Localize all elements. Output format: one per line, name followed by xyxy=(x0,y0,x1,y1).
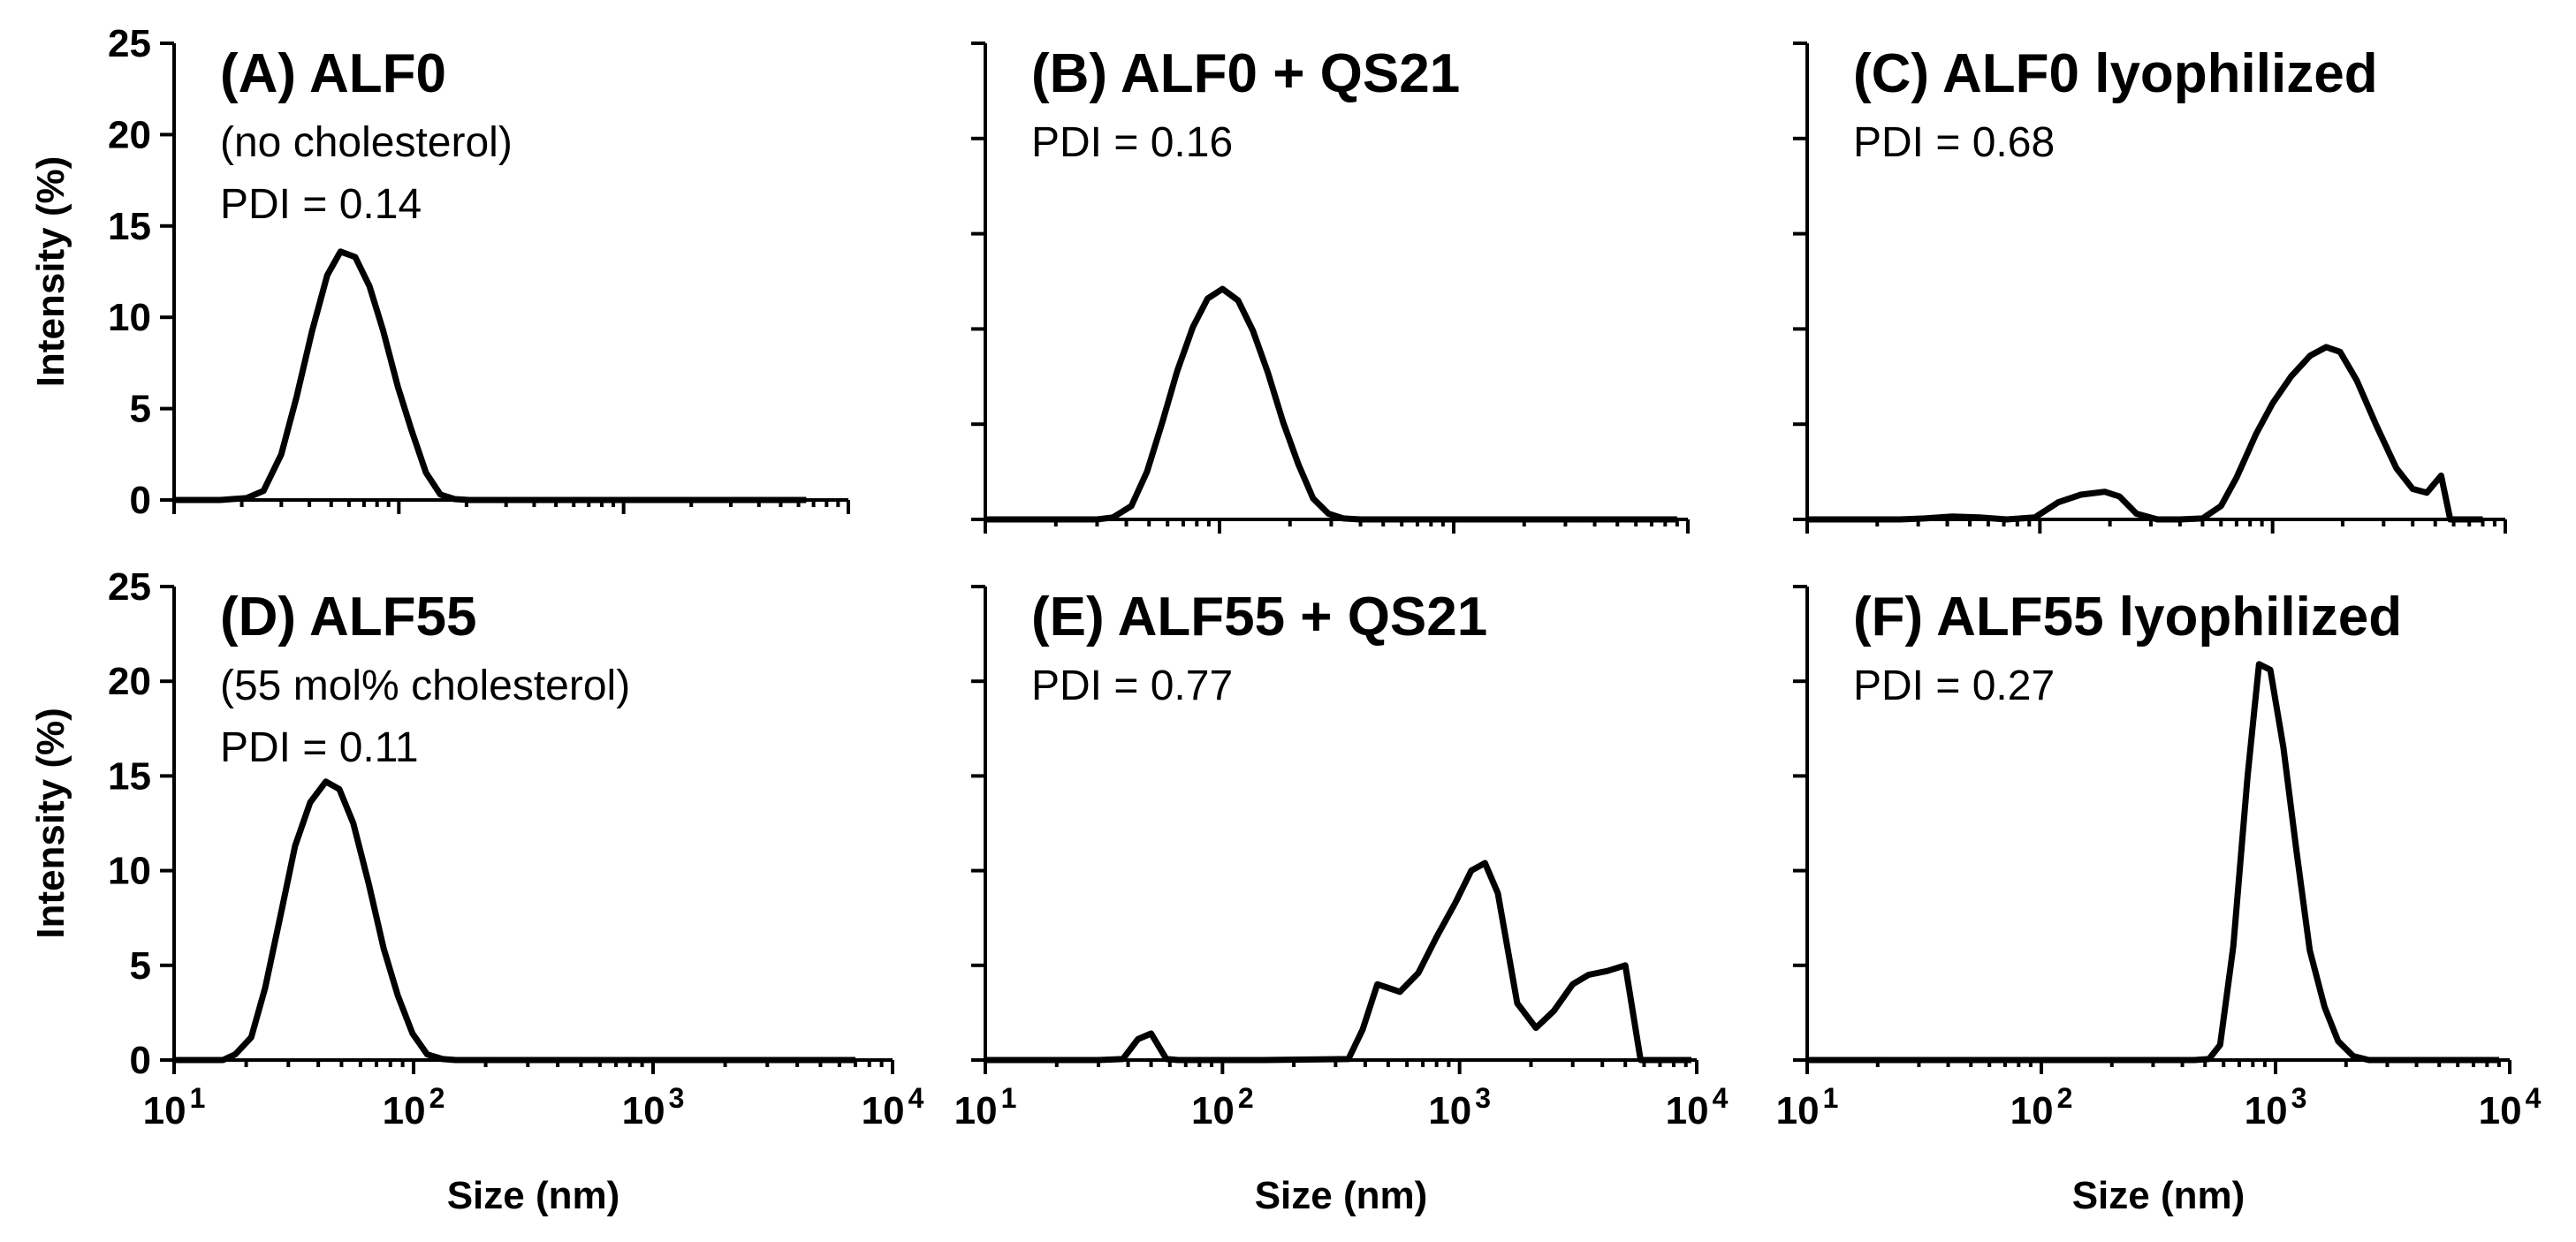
x-tick-label: 10 3 xyxy=(2245,1082,2307,1132)
panel-title: (D) ALF55 xyxy=(220,587,476,648)
panel-title: (B) ALF0 + QS21 xyxy=(1031,43,1460,104)
x-tick-label: 10 2 xyxy=(1191,1082,1254,1132)
series-line-e xyxy=(985,860,1691,1064)
y-tick-label: 20 xyxy=(108,660,151,703)
x-axis-title: Size (nm) xyxy=(1255,1174,1428,1217)
x-tick-label: 10 4 xyxy=(862,1082,924,1132)
y-axis-title: Intensity (%) xyxy=(29,156,72,388)
panel-annotation: PDI = 0.11 xyxy=(220,724,419,771)
y-tick-label: 10 xyxy=(108,296,151,339)
panel-annotation: PDI = 0.27 xyxy=(1853,663,2055,709)
x-tick-label: 10 1 xyxy=(954,1082,1017,1132)
y-tick-label: 5 xyxy=(130,388,151,431)
panel-title: (A) ALF0 xyxy=(220,43,446,104)
series-line-f xyxy=(1807,661,2499,1064)
x-tick-label: 10 2 xyxy=(383,1082,445,1132)
x-axis-title: Size (nm) xyxy=(2072,1174,2245,1217)
panel-f: 10 1 10 2 10 3 10 4 (F) ALF55 lyophilized PDI = 0… xyxy=(1776,585,2542,1217)
x-tick-label: 10 3 xyxy=(1428,1082,1491,1132)
panel-title: (E) ALF55 + QS21 xyxy=(1031,587,1487,648)
y-tick-label: 25 xyxy=(108,22,151,65)
y-tick-label: 15 xyxy=(108,205,151,248)
y-tick-label: 5 xyxy=(130,944,151,988)
series-line-d xyxy=(174,778,855,1064)
panel-annotation: PDI = 0.68 xyxy=(1853,119,2055,166)
series-line-c xyxy=(1807,344,2483,523)
panel-b: (B) ALF0 + QS21 PDI = 0.16 xyxy=(971,42,1690,534)
series-line-b xyxy=(985,285,1677,523)
panel-annotation: PDI = 0.77 xyxy=(1031,663,1233,709)
panel-e: 10 1 10 2 10 3 10 4 (E) ALF55 + QS21 PDI = 0.77 Si… xyxy=(954,585,1729,1217)
panel-d: 0 5 10 15 20 25 10 1 10 2 10 3 10 4 (D) ALF55 (55 mol% … xyxy=(29,565,924,1217)
y-axis-title: Intensity (%) xyxy=(29,708,72,939)
x-tick-label: 10 2 xyxy=(2010,1082,2073,1132)
panel-annotation: PDI = 0.16 xyxy=(1031,119,1233,166)
x-tick-label: 10 1 xyxy=(143,1082,206,1132)
x-axis-title: Size (nm) xyxy=(447,1174,620,1217)
panel-c: (C) ALF0 lyophilized PDI = 0.68 xyxy=(1793,42,2507,534)
y-tick-label: 15 xyxy=(108,754,151,798)
y-tick-label: 20 xyxy=(108,113,151,156)
x-tick-label: 10 4 xyxy=(1666,1082,1729,1132)
x-tick-label: 10 4 xyxy=(2479,1082,2542,1132)
panel-title: (C) ALF0 lyophilized xyxy=(1853,43,2378,104)
panel-annotation: (no cholesterol) xyxy=(220,119,513,166)
panel-annotation: PDI = 0.14 xyxy=(220,181,422,228)
y-tick-label: 0 xyxy=(130,1039,151,1082)
panel-annotation: (55 mol% cholesterol) xyxy=(220,663,630,709)
x-tick-label: 10 3 xyxy=(622,1082,685,1132)
panel-a: 0 5 10 15 20 25 (A) ALF0 (no cholesterol) PDI = … xyxy=(29,22,850,522)
y-tick-label: 25 xyxy=(108,565,151,609)
x-tick-label: 10 1 xyxy=(1776,1082,1839,1132)
series-line-a xyxy=(174,248,807,504)
y-tick-label: 10 xyxy=(108,850,151,893)
panel-title: (F) ALF55 lyophilized xyxy=(1853,587,2402,648)
y-tick-label: 0 xyxy=(130,479,151,522)
